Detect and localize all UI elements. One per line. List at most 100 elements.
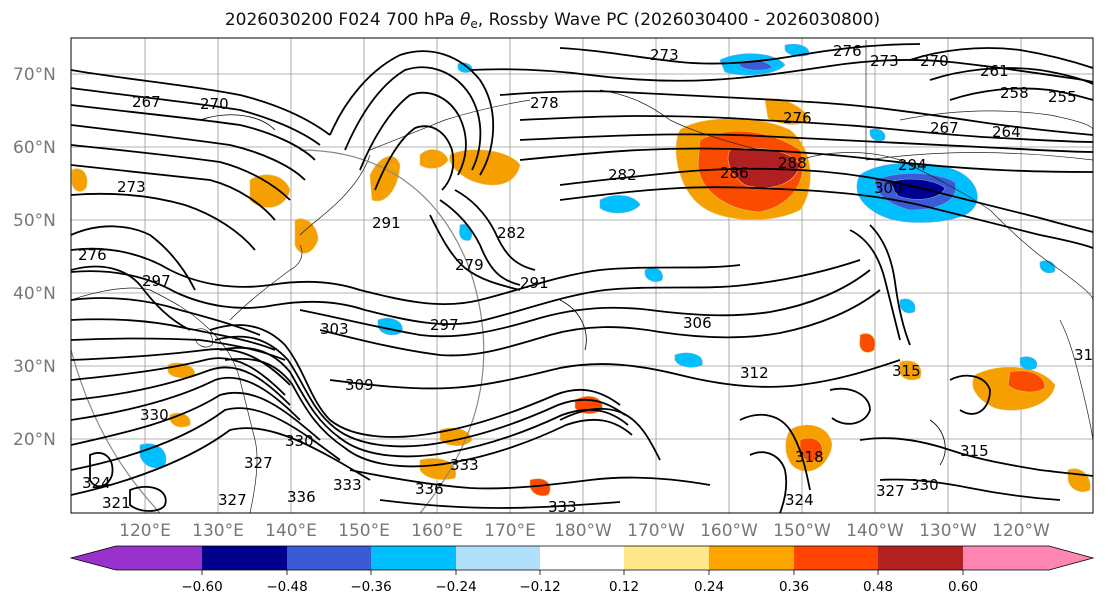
contour-label: 327 (244, 454, 273, 472)
lon-label: 120°E (119, 521, 171, 541)
contour-label: 318 (795, 448, 824, 466)
lon-label: 170°E (484, 521, 536, 541)
contour-label: 273 (870, 52, 899, 70)
contour-label: 324 (82, 474, 111, 492)
contour-label: 312 (740, 364, 769, 382)
contour-label: 327 (218, 491, 247, 509)
contour-label: 273 (117, 178, 146, 196)
figure-title: 2026030200 F024 700 hPa θe, Rossby Wave … (0, 10, 1105, 31)
contour-label: 318 (1074, 346, 1103, 364)
lon-label: 130°W (919, 521, 977, 541)
lon-label: 120°W (992, 521, 1050, 541)
pc-thin-contours (199, 114, 946, 466)
contour-label: 300 (874, 179, 903, 197)
contour-label: 315 (960, 442, 989, 460)
contour-label: 321 (102, 494, 131, 512)
contour-label: 333 (450, 456, 479, 474)
contour-label: 303 (320, 320, 349, 338)
colorbar-bin (878, 546, 963, 570)
colorbar-tick-label: −0.36 (350, 579, 391, 595)
great-circle-path-west (71, 349, 161, 513)
contour-label: 276 (78, 246, 107, 264)
theta-symbol: θ (460, 10, 471, 30)
title-suffix: , Rossby Wave PC (2026030400 - 202603080… (477, 10, 881, 30)
longitude-labels: 120°E 130°E 140°E 150°E 160°E 170°E 180°… (119, 521, 1050, 541)
contour-label: 330 (910, 476, 939, 494)
colorbar-tick-label: 0.12 (609, 579, 639, 595)
contour-label: 273 (650, 46, 679, 64)
contour-label: 267 (132, 93, 161, 111)
lon-label: 140°E (265, 521, 317, 541)
colorbar-bin (624, 546, 709, 570)
lat-label: 30°N (13, 357, 56, 377)
lon-label: 150°E (338, 521, 390, 541)
latitude-labels: 70°N 60°N 50°N 40°N 30°N 20°N (13, 65, 56, 450)
colorbar-tick-label: 0.60 (948, 579, 978, 595)
contour-label: 297 (430, 316, 459, 334)
contour-label: 333 (333, 476, 362, 494)
colorbar-tick-label: 0.36 (779, 579, 809, 595)
lon-label: 160°E (411, 521, 463, 541)
theta-subscript: e (470, 17, 478, 31)
contour-label: 270 (200, 95, 229, 113)
lon-label: 180°W (554, 521, 612, 541)
contour-label: 282 (608, 166, 637, 184)
negative-shading (139, 43, 1056, 469)
contour-label: 291 (520, 274, 549, 292)
contour-label: 336 (287, 488, 316, 506)
contour-label: 288 (778, 154, 807, 172)
contour-label: 270 (920, 52, 949, 70)
lat-label: 20°N (13, 430, 56, 450)
colorbar-bin (116, 546, 202, 570)
lon-label: 160°W (700, 521, 758, 541)
colorbar-bin (540, 546, 624, 570)
contour-label: 336 (415, 480, 444, 498)
colorbar-bin (287, 546, 371, 570)
colorbar: −0.60 −0.48 −0.36 −0.24 −0.12 0.12 0.24 … (69, 545, 1095, 595)
lat-label: 40°N (13, 284, 56, 304)
lon-label: 140°W (846, 521, 904, 541)
contour-label: 297 (142, 272, 171, 290)
colorbar-bin (202, 546, 287, 570)
colorbar-bin (794, 546, 878, 570)
contour-label: 282 (497, 224, 526, 242)
colorbar-bin (709, 546, 794, 570)
title-prefix: 2026030200 F024 700 hPa (224, 10, 460, 30)
lat-label: 70°N (13, 65, 56, 85)
colorbar-tick-label: −0.12 (519, 579, 560, 595)
contour-label: 315 (892, 362, 921, 380)
colorbar-outline (69, 545, 1095, 571)
contour-label: 306 (683, 314, 712, 332)
colorbar-tick-label: 0.24 (694, 579, 724, 595)
contour-label: 327 (876, 482, 905, 500)
colorbar-bin (456, 546, 540, 570)
contour-label: 276 (833, 42, 862, 60)
colorbar-tick-label: −0.60 (181, 579, 222, 595)
map-panel: 267 270 273 276 273 270 261 258 255 267 … (70, 37, 1103, 516)
colorbar-tick-label: −0.48 (266, 579, 307, 595)
colorbar-tick-label: 0.48 (863, 579, 893, 595)
contour-label: 279 (455, 256, 484, 274)
contour-label: 278 (530, 94, 559, 112)
contour-label: 309 (345, 376, 374, 394)
colorbar-extend-min (71, 546, 116, 570)
contour-label: 276 (783, 109, 812, 127)
colorbar-tick-label: −0.24 (435, 579, 476, 595)
colorbar-bin (371, 546, 456, 570)
contour-label: 255 (1048, 88, 1077, 106)
contour-labels: 267 270 273 276 273 270 261 258 255 267 … (78, 42, 1103, 516)
lon-label: 150°W (773, 521, 831, 541)
contour-label: 261 (980, 62, 1009, 80)
colorbar-bin (963, 546, 1049, 570)
contour-label: 330 (285, 432, 314, 450)
contour-label: 330 (140, 406, 169, 424)
contour-label: 291 (372, 214, 401, 232)
contour-label: 294 (898, 156, 927, 174)
contour-label: 264 (992, 123, 1021, 141)
lon-label: 170°W (627, 521, 685, 541)
contour-label: 333 (548, 498, 577, 516)
thetae-contours (71, 43, 1093, 513)
map-frame (70, 37, 1094, 514)
lat-label: 60°N (13, 138, 56, 158)
